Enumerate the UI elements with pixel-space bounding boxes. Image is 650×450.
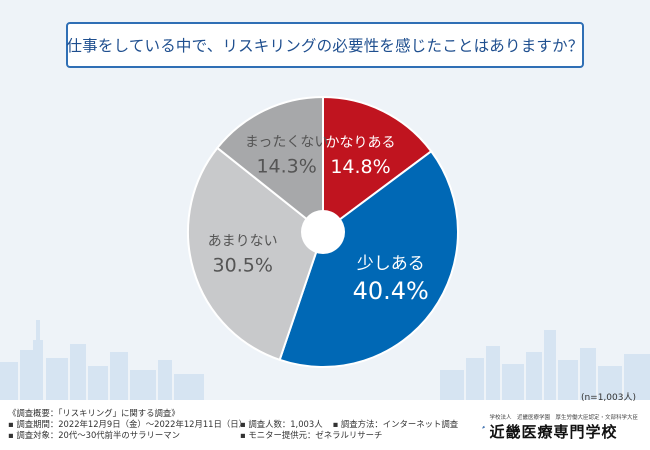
survey-target: ▪ 調査対象：20代〜30代前半のサラリーマン xyxy=(8,430,181,440)
survey-provider: ▪ モニター提供元：ゼネラルリサーチ xyxy=(240,430,383,440)
pie-chart: かなりある 14.8% 少しある 40.4% あまりない 30.5% まったくない 14.3% xyxy=(187,95,459,368)
slice-value-kanari-aru: 14.8% xyxy=(330,156,390,178)
slice-label-kanari-aru: かなりある xyxy=(326,135,396,151)
city-skyline-decoration xyxy=(0,320,650,400)
survey-heading: 《調査概要：「リスキリング」に関する調査》 xyxy=(8,408,180,418)
chart-title: 仕事をしている中で、リスキリングの必要性を感じたことはありますか？ xyxy=(66,37,584,55)
survey-count: ▪ 調査人数：1,003人 xyxy=(240,419,323,429)
slice-label-amari-nai: あまりない xyxy=(208,234,278,250)
chart-title-box: 仕事をしている中で、リスキリングの必要性を感じたことはありますか？ xyxy=(66,22,584,68)
survey-method: ▪ 調査方法：インターネット調査 xyxy=(332,419,459,429)
pie-slice-sukoshi-aru xyxy=(278,149,459,368)
pie-center-hole xyxy=(301,210,345,254)
school-emblem-icon xyxy=(482,425,486,429)
pie-slice-mattaku-nai xyxy=(215,95,324,235)
school-logo: 学校法人 近畿医療学園 厚生労働大臣認定・文部科学大臣 近畿医療専門学校 xyxy=(482,410,638,444)
survey-period: ▪ 調査期間：2022年12月9日（金）〜2022年12月11日（日） xyxy=(8,419,248,429)
slice-value-mattaku-nai: 14.3% xyxy=(256,156,316,178)
slice-label-mattaku-nai: まったくない xyxy=(245,135,328,151)
school-logo-subtitle: 学校法人 近畿医療学園 厚生労働大臣認定・文部科学大臣 xyxy=(489,414,638,421)
pie-slice-kanari-aru xyxy=(322,95,433,234)
slice-label-sukoshi-aru: 少しある xyxy=(357,254,425,274)
respondent-count: (n=1,003人) xyxy=(580,393,636,403)
slice-value-amari-nai: 30.5% xyxy=(213,255,273,277)
school-logo-name: 近畿医療専門学校 xyxy=(489,422,618,441)
survey-footer: 《調査概要：「リスキリング」に関する調査》 ▪ 調査期間：2022年12月9日（… xyxy=(8,408,478,441)
pie-slice-amari-nai xyxy=(187,146,325,362)
slice-value-sukoshi-aru: 40.4% xyxy=(353,277,429,305)
